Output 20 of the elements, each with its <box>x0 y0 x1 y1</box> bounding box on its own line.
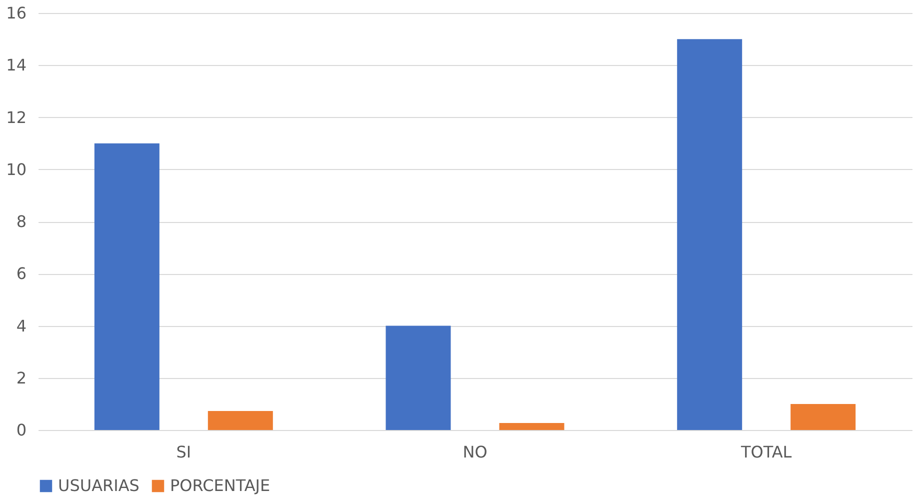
bar <box>208 410 273 430</box>
bar <box>94 143 160 430</box>
bar <box>386 326 451 430</box>
x-tick-label: TOTAL <box>740 442 792 462</box>
legend-label: USUARIAS <box>58 476 140 495</box>
x-tick-label: NO <box>462 442 488 462</box>
bar <box>677 39 742 430</box>
bar <box>499 422 564 430</box>
y-tick-label: 4 <box>16 316 26 336</box>
y-tick-label: 6 <box>16 264 26 284</box>
bar <box>790 404 856 430</box>
y-tick-label: 10 <box>6 160 26 179</box>
y-tick-label: 8 <box>16 212 26 231</box>
y-tick-label: 12 <box>6 108 26 127</box>
y-tick-label: 2 <box>16 368 26 388</box>
y-tick-label: 16 <box>6 4 26 22</box>
x-tick-label: SI <box>176 442 192 462</box>
legend-label: PORCENTAJE <box>170 476 270 495</box>
y-tick-label: 14 <box>6 56 26 75</box>
y-tick-label: 0 <box>16 420 26 440</box>
